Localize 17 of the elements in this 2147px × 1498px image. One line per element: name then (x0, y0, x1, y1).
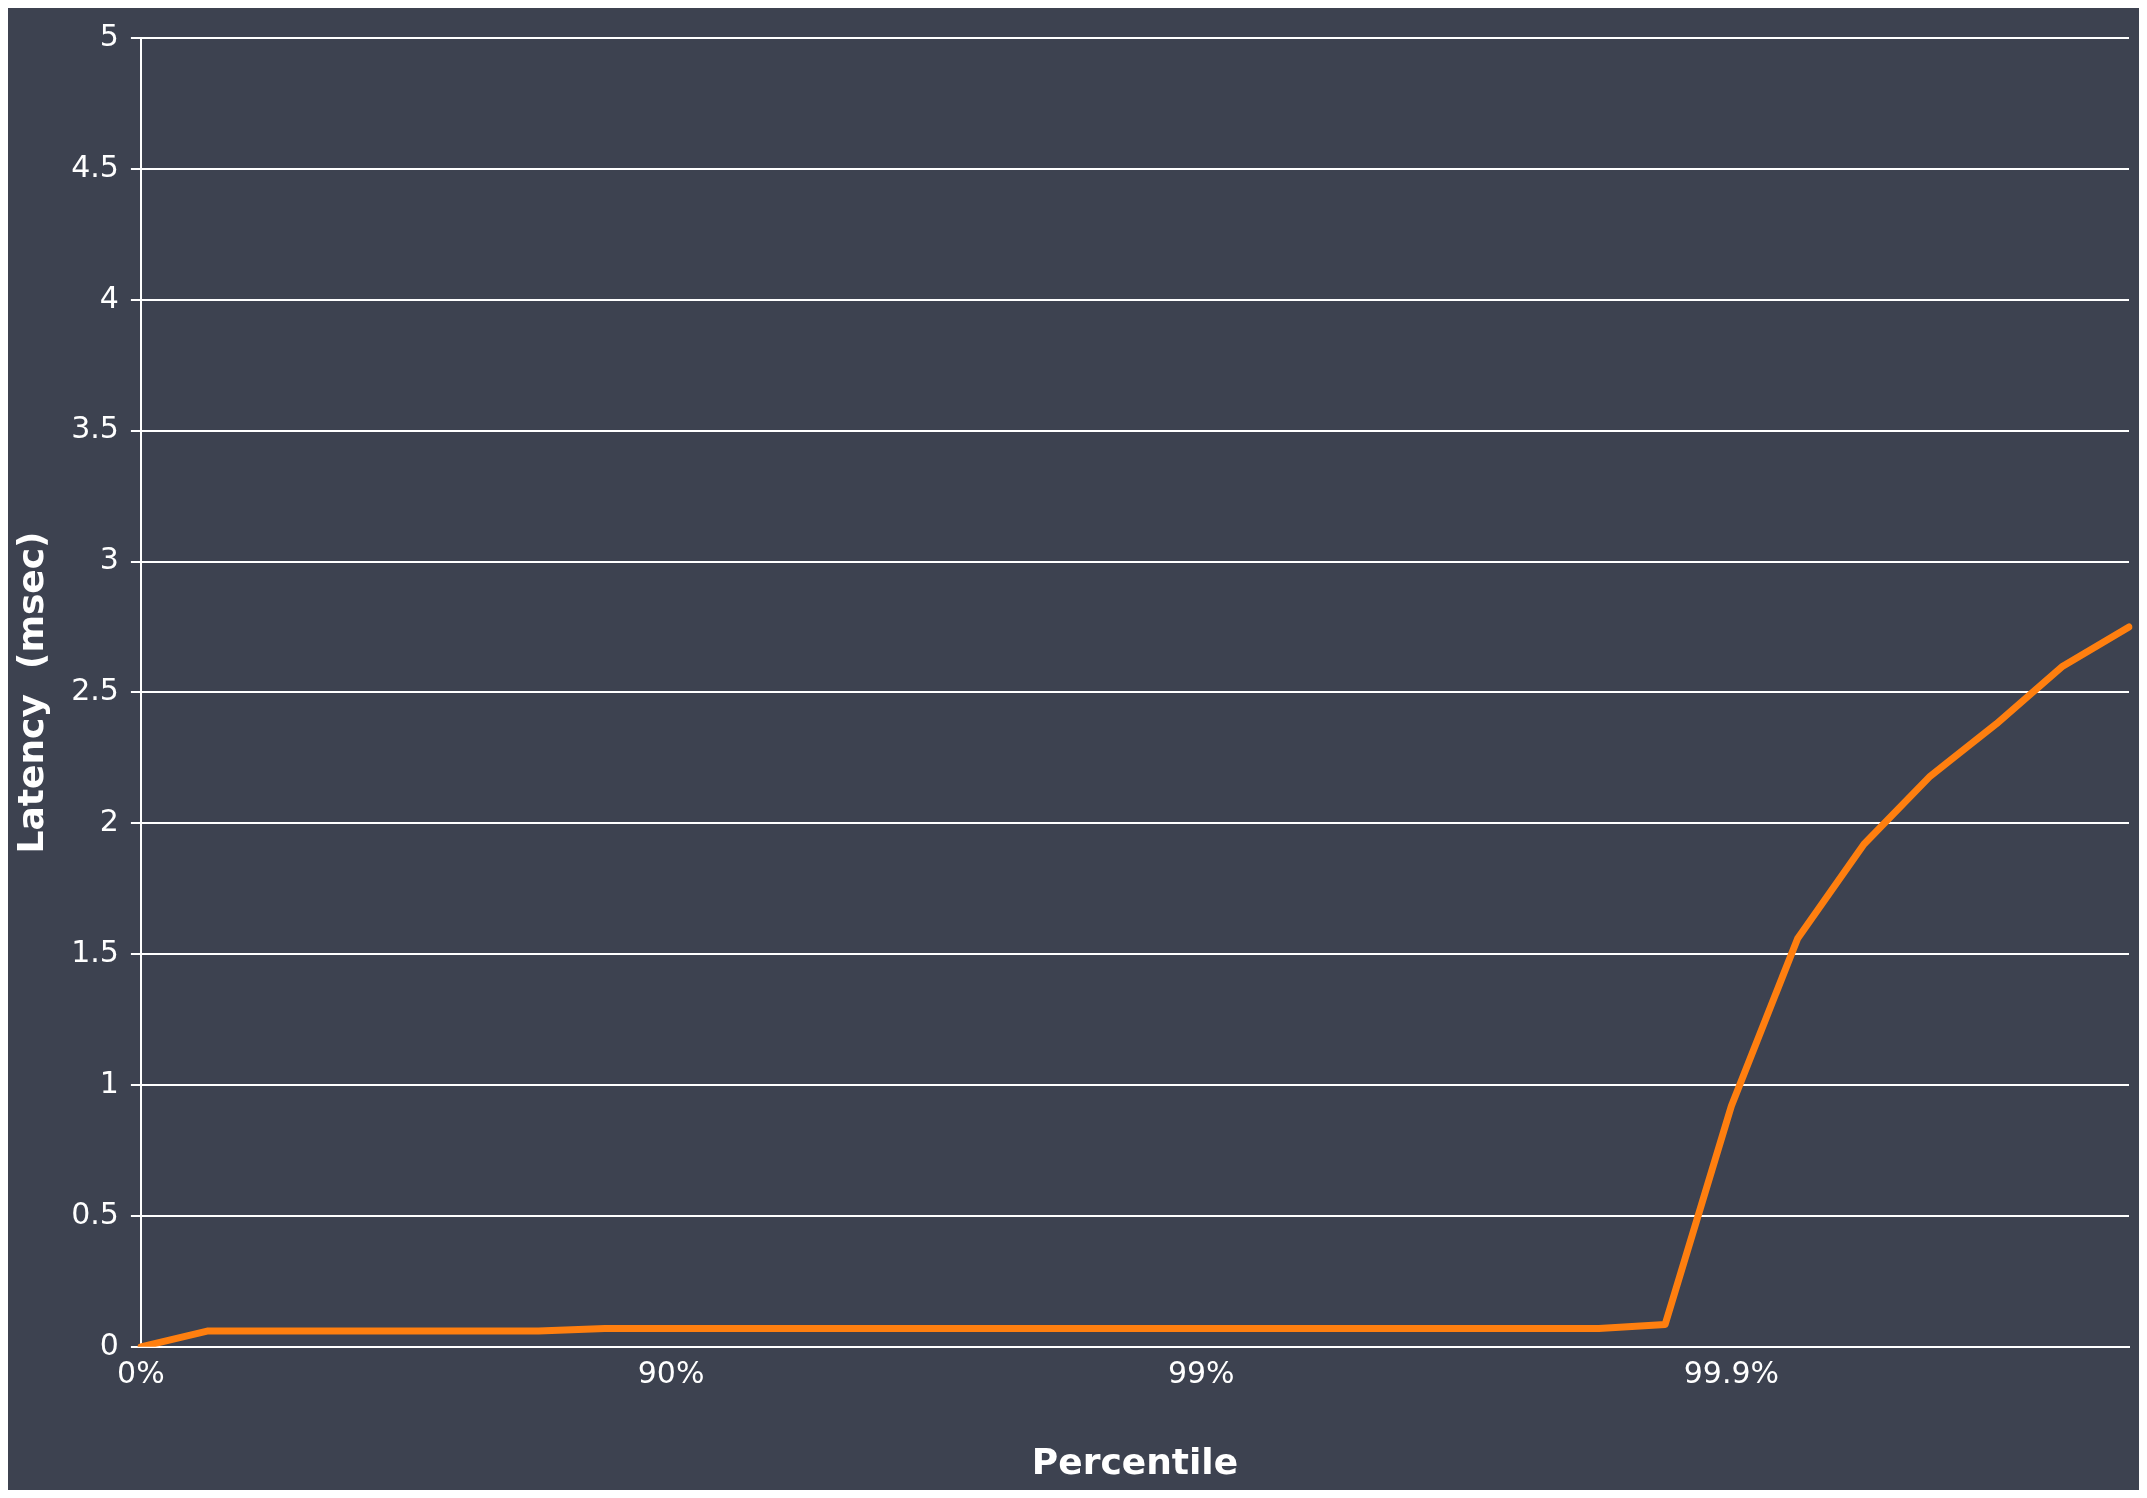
y-tick-label: 4 (99, 279, 119, 315)
y-tick-label: 3.5 (71, 410, 119, 446)
y-tick-label: 0.5 (71, 1195, 119, 1231)
y-tick-label: 1.5 (71, 933, 119, 969)
y-tick-label: 4.5 (71, 148, 119, 184)
y-tick-label: 2 (99, 803, 119, 839)
x-tick-label: 99.9% (1683, 1354, 1780, 1390)
y-tick-label: 2.5 (71, 672, 119, 708)
y-tick-label: 3 (99, 541, 119, 577)
y-tick-label: 1 (99, 1064, 119, 1100)
y-tick-label: 5 (99, 17, 119, 53)
x-tick-label: 90% (637, 1354, 705, 1390)
x-tick-label: 99% (1167, 1354, 1235, 1390)
y-axis-title: Latency (msec) (9, 531, 51, 854)
x-axis-title: Percentile (1031, 1440, 1239, 1482)
y-tick-label: 0 (99, 1326, 119, 1362)
x-tick-label: 0% (117, 1354, 165, 1390)
